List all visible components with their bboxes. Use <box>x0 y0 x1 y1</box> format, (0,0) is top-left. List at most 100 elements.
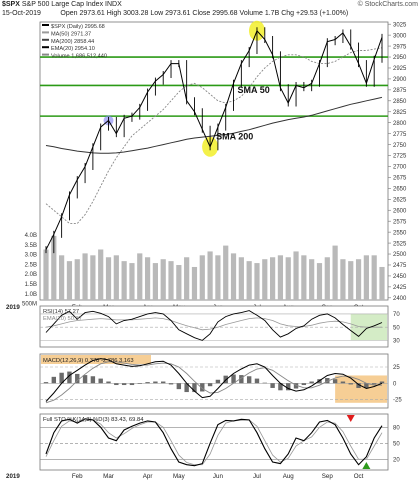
volume-bar <box>371 255 377 300</box>
legend-entry: $SPX (Daily) 2995.68 <box>51 24 105 30</box>
stochastic-panel <box>39 413 389 471</box>
price-tick-label: 2925 <box>393 66 407 72</box>
macd-histogram-bar <box>121 383 127 386</box>
macd-histogram-bar <box>215 379 221 384</box>
legend-swatch <box>42 31 49 34</box>
volume-bar <box>184 257 190 300</box>
price-tick-label: 2475 <box>393 263 407 269</box>
macd-histogram-bar <box>114 383 119 386</box>
price-tick-label: 2775 <box>393 132 407 138</box>
volume-tick-label: 3.5B <box>25 243 37 249</box>
price-tick-label: 2875 <box>393 88 407 94</box>
volume-bar <box>66 261 73 300</box>
price-tick-label: 2950 <box>393 55 407 61</box>
bottom-month-label: Sep <box>322 473 334 480</box>
volume-tick-label: 1.0B <box>25 292 37 298</box>
legend-swatch <box>42 46 49 49</box>
close-value: 2995.68 <box>212 10 238 17</box>
volume-tick-label: 2.5B <box>25 262 37 268</box>
price-tick-label: 2600 <box>393 208 407 214</box>
price-tick-label: 2675 <box>393 176 407 182</box>
rsi-title: RSI(14) 57.27 <box>43 309 79 315</box>
price-tick-label: 2625 <box>393 198 407 204</box>
macd-histogram-bar <box>192 383 197 393</box>
macd-histogram-bar <box>82 375 88 384</box>
sma50-annotation: SMA 50 <box>238 85 270 95</box>
volume-value: 1.7B <box>264 10 280 17</box>
macd-histogram-bar <box>161 381 166 384</box>
chart-exchange: INDX <box>105 1 122 8</box>
volume-bar <box>223 245 229 300</box>
price-tick-label: 2725 <box>393 154 407 160</box>
macd-histogram-bar <box>301 383 307 386</box>
macd-histogram-bar <box>137 383 142 384</box>
volume-bar <box>285 257 291 300</box>
volume-tick-label: 4.0B <box>25 233 37 239</box>
volume-bar <box>113 255 119 300</box>
volume-bar <box>144 257 151 300</box>
macd-histogram-bar <box>246 376 252 384</box>
macd-histogram-bar <box>239 375 244 384</box>
macd-histogram-bar <box>184 383 189 393</box>
macd-histogram-bar <box>153 381 158 384</box>
price-tick-label: 2450 <box>393 274 407 280</box>
volume-label: Volume <box>239 10 263 17</box>
bottom-month-label: May <box>173 473 186 480</box>
price-tick-label: 2900 <box>393 77 407 83</box>
price-line <box>45 29 383 250</box>
macd-histogram-bar <box>364 383 369 388</box>
sto-title: Full STO %K(14,3) %D(3) 83.43, 69.84 <box>43 417 144 423</box>
volume-bar <box>340 259 346 300</box>
macd-histogram-bar <box>270 383 275 388</box>
rsi-line <box>45 310 383 341</box>
macd-histogram-bar <box>356 383 361 388</box>
change-label: Chg <box>281 10 295 17</box>
month-label: 2019 <box>6 304 20 311</box>
price-tick-label: 2825 <box>393 110 407 116</box>
macd-histogram-bar <box>200 383 205 392</box>
macd-histogram-bar <box>286 383 291 391</box>
macd-histogram-bar <box>254 378 260 384</box>
low-label: Low <box>150 10 164 17</box>
macd-tick-label: -25 <box>393 398 402 404</box>
bottom-month-label: 2019 <box>6 473 20 480</box>
volume-bar <box>355 259 362 300</box>
legend-swatch <box>42 24 49 26</box>
bottom-month-label: Jun <box>213 473 224 480</box>
price-tick-label: 2650 <box>393 187 407 193</box>
ma50-line <box>45 47 383 224</box>
macd-histogram-bar <box>98 378 103 384</box>
volume-bar <box>90 255 96 300</box>
legend-entry: MA(200) 2858.44 <box>51 39 94 45</box>
volume-bar <box>246 261 252 300</box>
macd-line <box>45 358 383 402</box>
volume-bar <box>316 263 323 300</box>
volume-bar <box>82 253 88 300</box>
macd-histogram-bar <box>332 379 338 384</box>
volume-bar <box>215 255 221 300</box>
legend-entry: MA(50) 2971.37 <box>51 31 91 37</box>
bottom-month-label: Aug <box>283 473 295 480</box>
volume-tick-label: 3.0B <box>25 253 37 259</box>
high-value: 3003.28 <box>123 10 149 17</box>
volume-bar <box>59 255 65 300</box>
volume-bar <box>152 263 158 300</box>
volume-bar <box>309 259 315 300</box>
macd-histogram-bar <box>309 381 314 384</box>
macd-highlight-box <box>335 375 387 403</box>
bottom-month-label: Apr <box>143 473 153 480</box>
volume-bar <box>348 261 354 300</box>
macd-histogram-bar <box>67 371 72 384</box>
price-tick-label: 3000 <box>393 33 407 39</box>
volume-bar <box>301 255 307 300</box>
brand-text: © StockCharts.com <box>357 1 418 8</box>
volume-bar <box>191 266 198 300</box>
macd-histogram-bar <box>348 383 353 385</box>
volume-tick-label: 500M <box>22 302 37 308</box>
volume-bar <box>51 235 57 300</box>
change-value: +29.53 (+1.00%) <box>296 10 349 17</box>
legend-entry: Volume 1,686,512,440 <box>51 54 107 60</box>
volume-bar <box>74 259 80 300</box>
